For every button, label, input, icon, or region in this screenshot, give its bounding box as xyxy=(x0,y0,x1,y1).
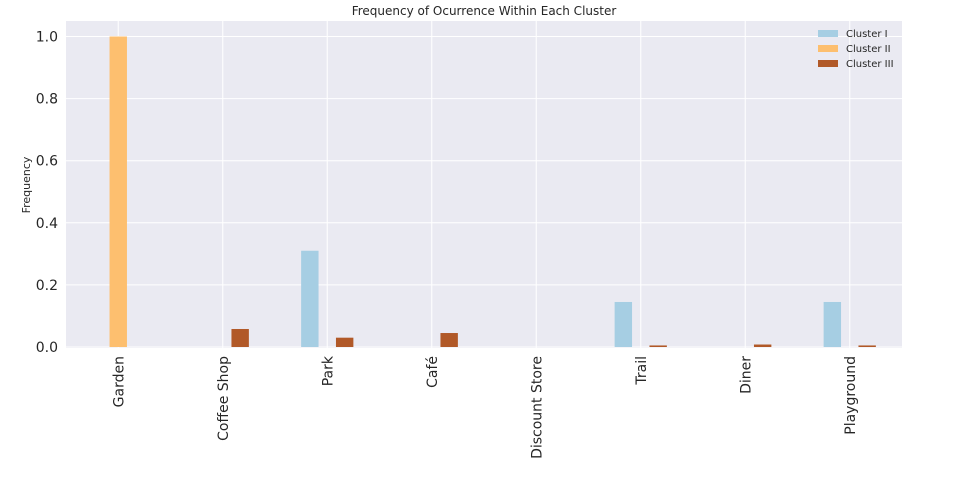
x-tick-label: Garden xyxy=(111,356,127,407)
y-tick-label: 0.0 xyxy=(36,340,58,356)
y-tick-label: 0.8 xyxy=(36,92,58,108)
x-tick-label: Trail xyxy=(634,356,650,386)
bar-cluster-i xyxy=(823,301,842,347)
bars xyxy=(109,36,876,347)
legend-label: Cluster I xyxy=(846,29,888,40)
bar-cluster-iii xyxy=(753,344,772,347)
x-tick-label: Diner xyxy=(738,356,754,394)
x-tick-label: Coffee Shop xyxy=(216,356,232,441)
legend-label: Cluster III xyxy=(846,59,894,70)
y-axis-label: Frequency xyxy=(20,156,33,213)
gridlines xyxy=(66,21,902,348)
y-tick-label: 0.2 xyxy=(36,278,58,294)
y-tick-label: 0.4 xyxy=(36,216,58,232)
bar-cluster-i xyxy=(614,301,633,347)
plot-background xyxy=(66,21,902,348)
legend-swatch xyxy=(818,45,838,52)
legend-swatch xyxy=(818,30,838,37)
y-tick-labels: 0.0 0.2 0.4 0.6 0.8 1.0 xyxy=(36,30,58,357)
x-tick-label: Discount Store xyxy=(529,356,545,459)
x-tick-label: Park xyxy=(320,355,336,386)
y-tick-label: 1.0 xyxy=(36,30,58,46)
legend-swatch xyxy=(818,60,838,67)
bar-cluster-i xyxy=(301,250,319,347)
legend: Cluster I Cluster II Cluster III xyxy=(818,29,894,70)
bar-cluster-iii xyxy=(858,345,876,347)
bar-cluster-ii xyxy=(109,36,127,347)
x-tick-labels: Garden Coffee Shop Park Café Discount Store T… xyxy=(111,355,859,459)
bar-cluster-iii xyxy=(649,345,667,347)
legend-label: Cluster II xyxy=(846,44,891,55)
x-tick-label: Playground xyxy=(843,356,859,435)
bar-cluster-iii xyxy=(335,337,354,347)
bar-cluster-iii xyxy=(440,333,458,347)
y-tick-label: 0.6 xyxy=(36,154,58,170)
x-tick-label: Café xyxy=(425,356,441,388)
bar-cluster-iii xyxy=(231,328,249,347)
chart-title: Frequency of Ocurrence Within Each Clust… xyxy=(352,4,617,18)
